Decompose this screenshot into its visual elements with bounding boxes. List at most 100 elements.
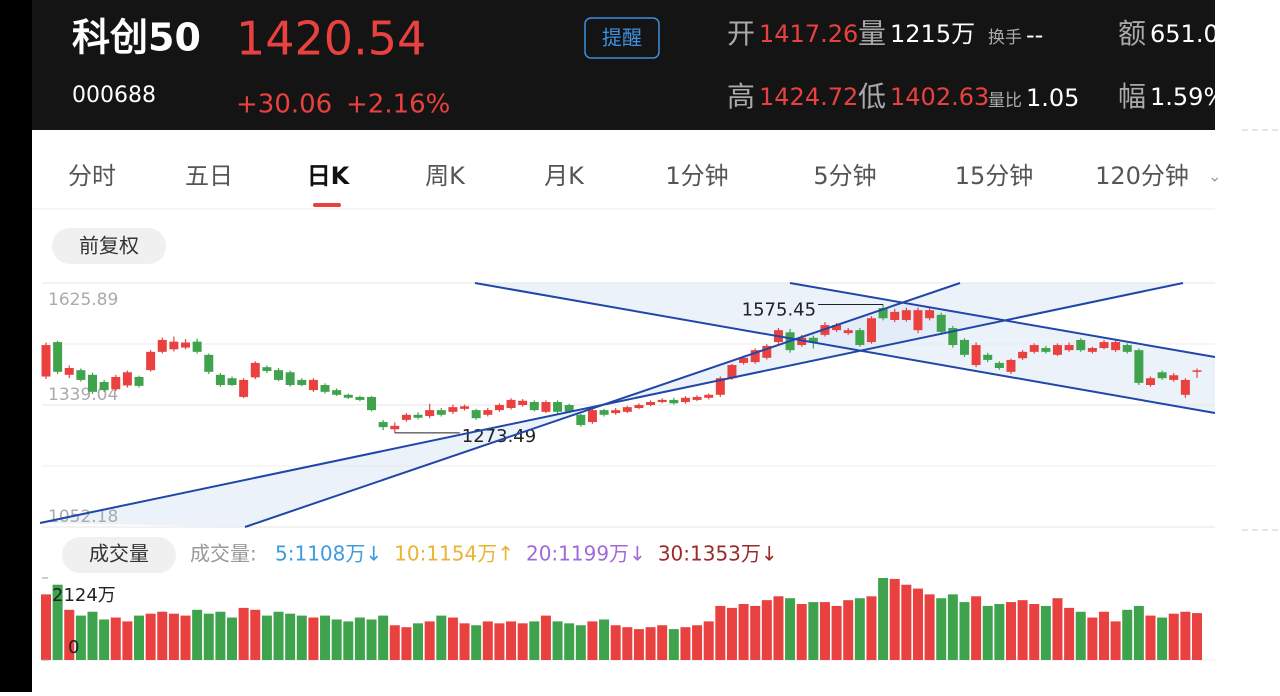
volume-bar: [831, 605, 842, 660]
candle-body: [1145, 378, 1155, 386]
volume-bar: [459, 623, 470, 660]
volume-bar: [273, 611, 284, 660]
volume-bar: [959, 602, 970, 660]
volume-bar: [738, 604, 749, 660]
candle-body: [448, 407, 458, 412]
candle-body: [832, 325, 842, 331]
candle-body: [657, 399, 667, 403]
volume-button[interactable]: [62, 537, 176, 573]
stat-label: 换手: [988, 28, 1022, 48]
tab-arrow: ⌄: [1208, 167, 1221, 186]
candle-body: [715, 378, 725, 395]
volume-bar: [982, 605, 993, 660]
volume-bar: [1052, 598, 1063, 660]
stat-value: 651.0: [1150, 20, 1219, 48]
volume-bar: [936, 598, 947, 660]
candle-body: [843, 330, 853, 334]
volume-bar: [924, 594, 935, 660]
volume-bar: [1029, 604, 1040, 660]
right-panel: [1215, 0, 1280, 692]
volume-bar: [401, 627, 412, 660]
volume-bar: [1145, 615, 1156, 660]
candle-body: [332, 390, 342, 395]
volume-bar: [1133, 605, 1144, 660]
volume-bar: [285, 613, 296, 660]
volume-bar: [610, 625, 621, 660]
stat-label: 开: [727, 17, 755, 50]
candle-body: [343, 394, 353, 398]
low-annotation: 1273.49: [462, 426, 536, 447]
volume-bar: [215, 611, 226, 660]
volume-ma: 10:1154万↑: [394, 542, 514, 566]
candle-body: [192, 341, 202, 352]
alert-label[interactable]: 提醒: [602, 26, 642, 50]
candle-body: [1018, 351, 1028, 359]
volume-bar: [1110, 621, 1121, 660]
candle-body: [680, 397, 690, 403]
y-tick-label: 1625.89: [48, 290, 118, 310]
volume-button-label[interactable]: 成交量: [89, 542, 149, 566]
volume-ma: 5:1108万↓: [275, 542, 382, 566]
volume-bar: [750, 605, 761, 660]
candle-body: [797, 337, 807, 346]
volume-label: 成交量:: [190, 542, 257, 566]
tab[interactable]: 120分钟: [1095, 162, 1189, 190]
candle-body: [1180, 379, 1190, 395]
candle-body: [64, 368, 74, 375]
volume-bar: [250, 609, 261, 660]
tab[interactable]: 15分钟: [955, 162, 1034, 190]
tab[interactable]: 分时: [68, 162, 116, 190]
adjust-label[interactable]: 前复权: [79, 234, 139, 258]
candle-body: [1064, 345, 1074, 351]
candle-body: [169, 341, 179, 350]
volume-bar: [134, 615, 145, 660]
candle-body: [297, 379, 307, 386]
volume-bar: [680, 627, 691, 660]
stat-value: 1402.63: [890, 83, 989, 111]
candle-body: [541, 402, 551, 412]
candle-body: [1041, 348, 1051, 352]
tab[interactable]: 月K: [544, 162, 585, 190]
stat-value: 1424.72: [759, 83, 858, 111]
stat-label: 低: [858, 80, 886, 113]
volume-bar: [912, 588, 923, 660]
volume-bar: [657, 625, 668, 660]
volume-bar: [785, 598, 796, 660]
tab[interactable]: 日K: [307, 162, 351, 190]
volume-bar: [227, 617, 238, 660]
tab[interactable]: 5分钟: [813, 162, 876, 190]
candle-body: [890, 311, 900, 320]
volume-bar: [819, 602, 830, 660]
adjust-button[interactable]: [52, 228, 166, 264]
candle-body: [471, 410, 481, 419]
volume-bar: [947, 594, 958, 660]
candle-body: [88, 374, 98, 392]
change-pct: +2.16%: [346, 90, 450, 120]
tab[interactable]: 五日: [185, 162, 233, 190]
volume-bar: [633, 629, 644, 660]
candle-body: [959, 339, 969, 355]
candle-body: [808, 337, 818, 343]
candle-body: [1029, 345, 1039, 352]
volume-bar: [471, 625, 482, 660]
volume-bar: [901, 584, 912, 660]
candle-body: [134, 376, 144, 386]
volume-bar: [1064, 607, 1075, 660]
stat-label: 额: [1118, 17, 1146, 50]
candle-body: [901, 310, 911, 320]
trend-line: [39, 282, 1184, 524]
volume-bar: [75, 615, 86, 660]
tab[interactable]: 周K: [425, 162, 466, 190]
candle-body: [866, 318, 876, 343]
volume-bar: [715, 605, 726, 660]
tab[interactable]: 1分钟: [665, 162, 728, 190]
candle-body: [587, 410, 597, 423]
stat-label: 量比: [988, 91, 1022, 111]
stat-value: 1.05: [1026, 84, 1079, 112]
alert-button[interactable]: [584, 17, 660, 59]
volume-bar: [261, 615, 272, 660]
volume-bar: [110, 617, 121, 660]
candle-body: [611, 410, 621, 414]
candle-body: [262, 367, 272, 371]
